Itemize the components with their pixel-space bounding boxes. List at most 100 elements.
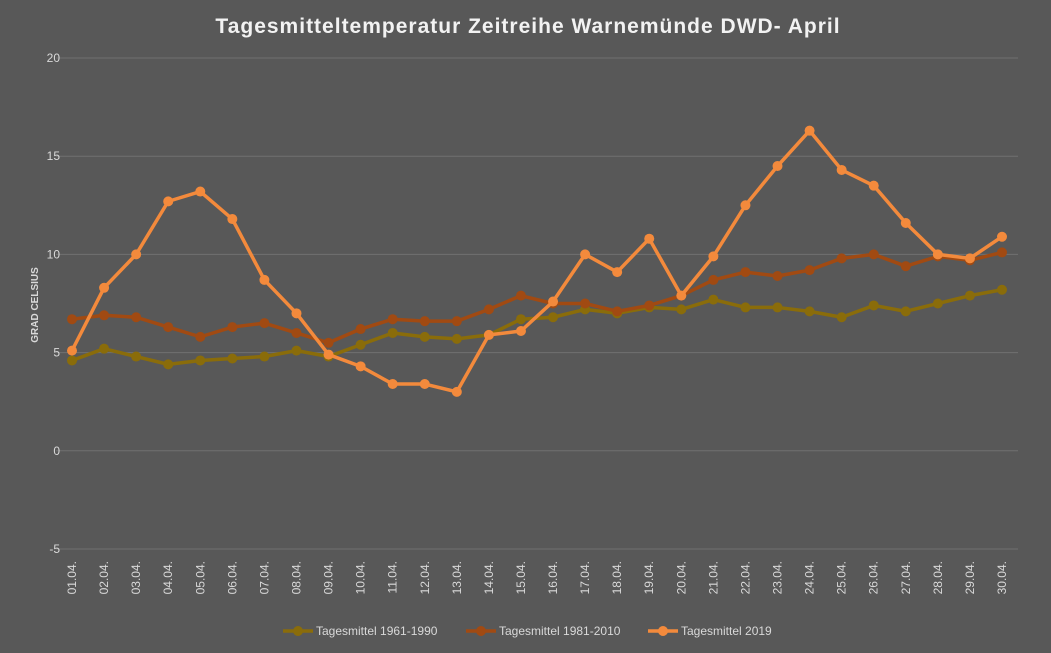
- data-point: [483, 329, 494, 340]
- series-line: [70, 128, 1003, 394]
- data-point: [227, 353, 238, 364]
- data-point: [195, 355, 206, 366]
- data-point: [355, 324, 366, 335]
- x-tick-label: 02.04.: [97, 561, 111, 594]
- legend-marker: [293, 626, 303, 636]
- legend-label: Tagesmittel 2019: [681, 624, 772, 638]
- data-point: [259, 318, 270, 329]
- x-tick-label: 29.04.: [963, 561, 977, 594]
- data-point: [964, 290, 975, 301]
- x-tick-label: 16.04.: [546, 561, 560, 594]
- data-point: [291, 345, 302, 356]
- data-point: [99, 343, 110, 354]
- data-point: [580, 298, 591, 309]
- x-tick-label: 19.04.: [642, 561, 656, 594]
- data-point: [708, 294, 719, 305]
- data-point: [612, 306, 623, 317]
- data-point: [99, 310, 110, 321]
- data-point: [451, 386, 462, 397]
- x-tick-label: 22.04.: [738, 561, 752, 594]
- data-point: [227, 214, 238, 225]
- series-1: [67, 284, 1007, 370]
- data-point: [740, 267, 751, 278]
- data-point: [451, 316, 462, 327]
- data-point: [163, 322, 174, 333]
- x-tick-label: 25.04.: [835, 561, 849, 594]
- x-tick-label: 07.04.: [257, 561, 271, 594]
- x-tick-label: 06.04.: [225, 561, 239, 594]
- x-tick-label: 05.04.: [193, 561, 207, 594]
- x-tick-label: 21.04.: [706, 561, 720, 594]
- data-point: [227, 322, 238, 333]
- data-point: [868, 180, 879, 191]
- data-point: [515, 314, 526, 325]
- data-point: [772, 271, 783, 282]
- x-tick-label: 15.04.: [514, 561, 528, 594]
- data-point: [259, 274, 270, 285]
- legend-label: Tagesmittel 1981-2010: [499, 624, 621, 638]
- legend-marker: [658, 626, 668, 636]
- data-point: [997, 284, 1007, 295]
- data-point: [612, 267, 623, 278]
- data-point: [836, 253, 847, 264]
- data-point: [419, 379, 430, 390]
- chart-title: Tagesmitteltemperatur Zeitreihe Warnemün…: [215, 15, 840, 38]
- y-axis-label: GRAD CELSIUS: [30, 267, 41, 343]
- data-point: [355, 361, 366, 372]
- data-point: [67, 345, 77, 356]
- data-point: [644, 300, 655, 311]
- data-point: [323, 337, 334, 348]
- data-point: [676, 304, 687, 315]
- data-point: [131, 249, 142, 260]
- data-point: [195, 186, 206, 197]
- data-point: [997, 231, 1007, 242]
- y-tick-label: 0: [53, 444, 60, 458]
- data-point: [868, 300, 879, 311]
- data-point: [932, 298, 943, 309]
- data-point: [580, 249, 591, 260]
- data-point: [548, 312, 559, 323]
- x-tick-label: 28.04.: [931, 561, 945, 594]
- data-point: [548, 296, 559, 307]
- data-point: [387, 327, 398, 338]
- data-point: [740, 302, 751, 313]
- x-tick-label: 01.04.: [65, 561, 79, 594]
- data-point: [708, 274, 719, 285]
- data-point: [387, 314, 398, 325]
- x-tick-label: 18.04.: [610, 561, 624, 594]
- x-tick-label: 08.04.: [289, 561, 303, 594]
- series-2: [67, 247, 1007, 348]
- y-tick-label: 5: [53, 346, 60, 360]
- data-point: [900, 261, 911, 272]
- x-tick-label: 13.04.: [450, 561, 464, 594]
- x-tick-label: 09.04.: [322, 561, 336, 594]
- x-tick-label: 26.04.: [867, 561, 881, 594]
- x-tick-label: 20.04.: [674, 561, 688, 594]
- data-point: [291, 308, 302, 319]
- data-point: [932, 249, 943, 260]
- data-point: [419, 331, 430, 342]
- data-point: [291, 327, 302, 338]
- data-point: [900, 306, 911, 317]
- data-point: [515, 325, 526, 336]
- series-3: [67, 125, 1007, 397]
- x-tick-label: 30.04.: [995, 561, 1009, 594]
- x-tick-label: 10.04.: [354, 561, 368, 594]
- data-point: [387, 379, 398, 390]
- data-point: [804, 125, 815, 136]
- data-point: [676, 290, 687, 301]
- data-point: [483, 304, 494, 315]
- data-point: [868, 249, 879, 260]
- data-point: [259, 351, 270, 362]
- data-point: [836, 164, 847, 175]
- data-point: [997, 247, 1007, 258]
- x-tick-label: 14.04.: [482, 561, 496, 594]
- data-point: [804, 306, 815, 317]
- legend-marker: [476, 626, 486, 636]
- data-point: [323, 349, 334, 360]
- data-point: [67, 355, 77, 366]
- data-point: [163, 196, 174, 207]
- y-tick-label: 10: [47, 247, 61, 261]
- data-point: [515, 290, 526, 301]
